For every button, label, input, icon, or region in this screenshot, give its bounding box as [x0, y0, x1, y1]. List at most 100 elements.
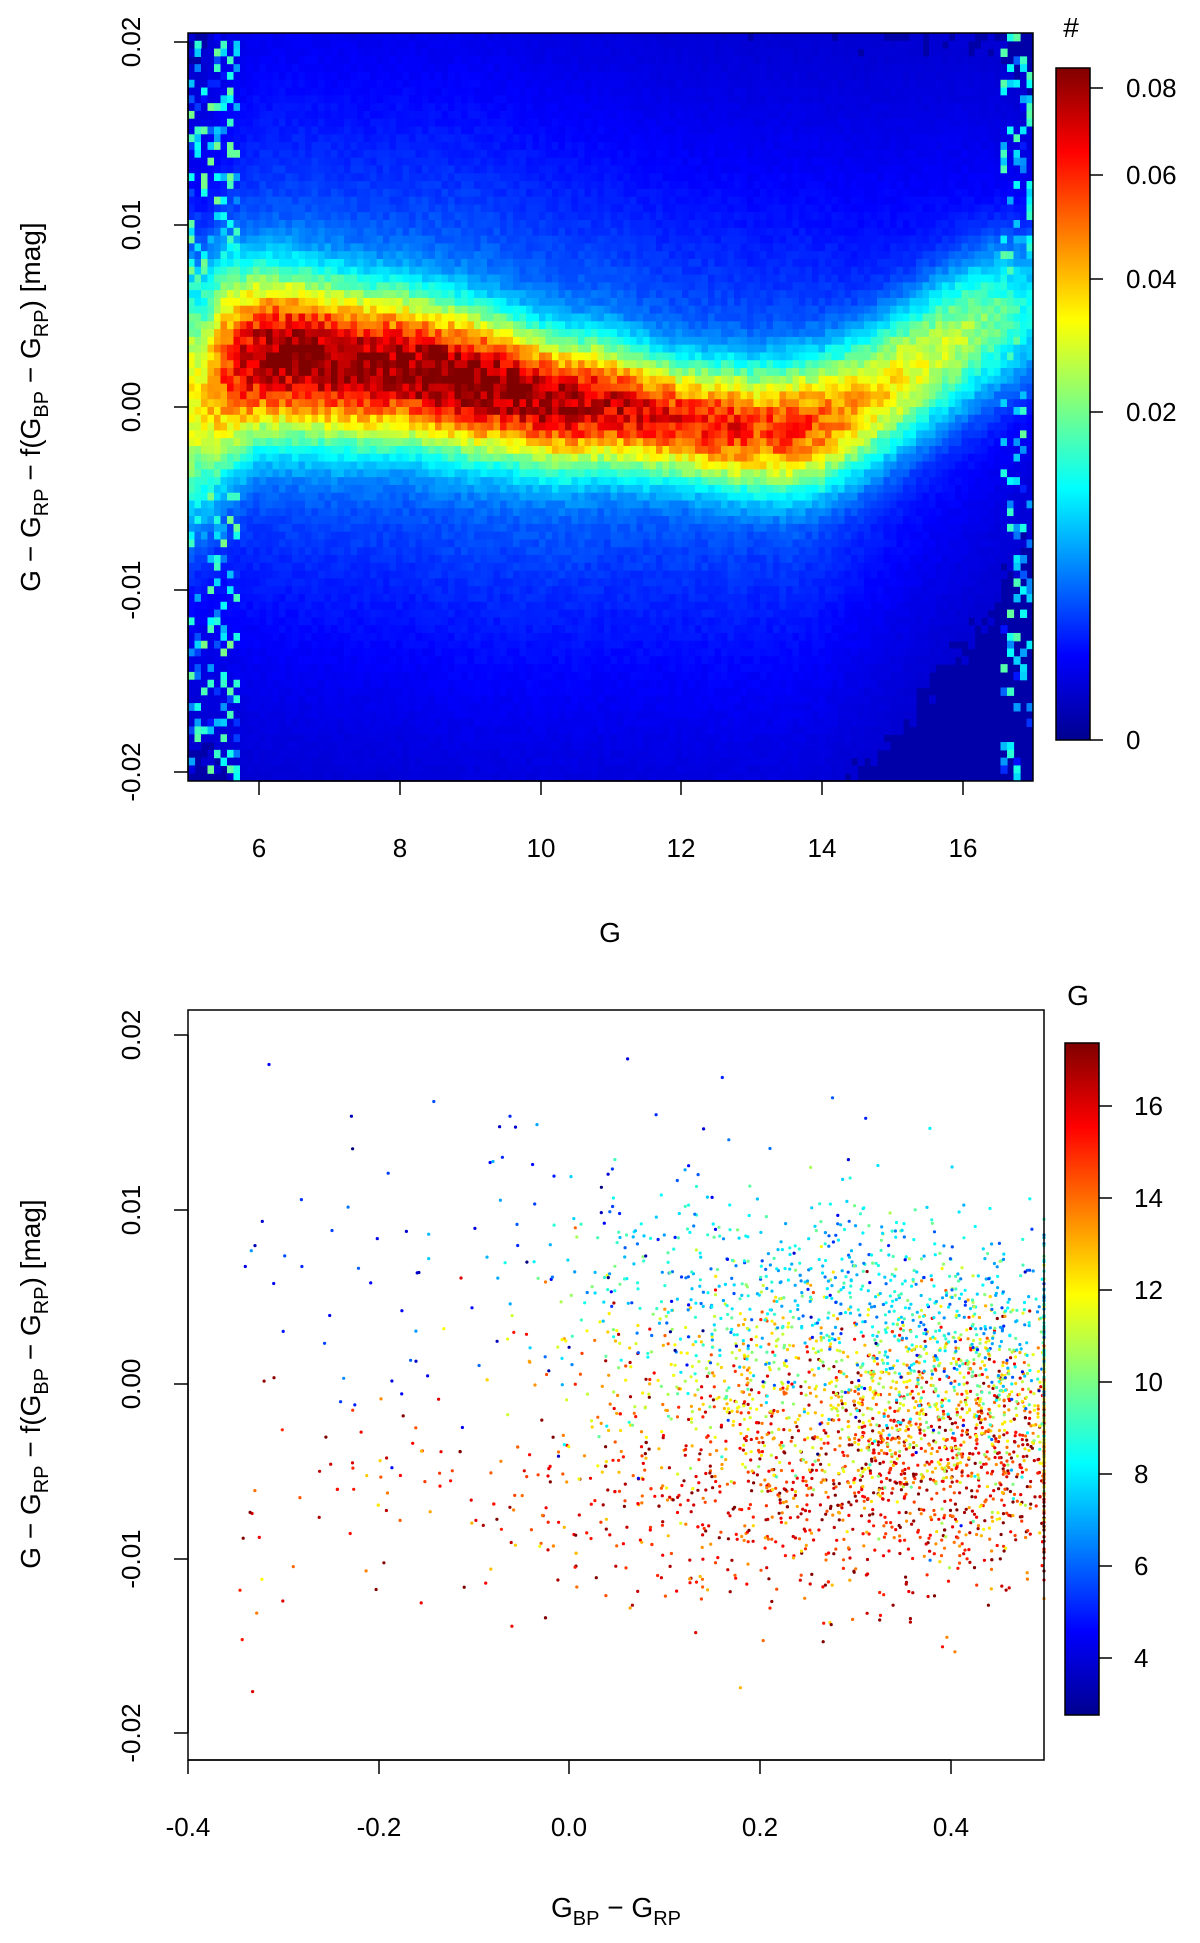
- heatmap-cell: [259, 48, 267, 57]
- heatmap-cell: [493, 79, 501, 89]
- heatmap-cell: [233, 765, 241, 774]
- heatmap-cell: [506, 679, 514, 689]
- heatmap-cell: [233, 87, 241, 96]
- heatmap-cell: [272, 40, 280, 50]
- heatmap-cell: [318, 734, 326, 743]
- heatmap-cell: [227, 695, 235, 704]
- heatmap-cell: [318, 181, 326, 190]
- heatmap-cell: [311, 625, 319, 634]
- heatmap-cell: [435, 227, 443, 237]
- heatmap-cell: [305, 594, 313, 603]
- heatmap-cell: [493, 344, 501, 354]
- heatmap-cell: [220, 726, 228, 735]
- heatmap-cell: [285, 617, 293, 626]
- heatmap-cell: [246, 656, 254, 665]
- heatmap-cell: [350, 523, 358, 533]
- heatmap-cell: [318, 87, 326, 96]
- heatmap-cell: [409, 329, 417, 338]
- heatmap-cell: [240, 609, 248, 618]
- heatmap-cell: [500, 282, 508, 291]
- heatmap-cell: [350, 126, 358, 135]
- heatmap-cell: [409, 594, 417, 603]
- heatmap-cell: [363, 562, 371, 572]
- heatmap-cell: [194, 547, 202, 556]
- heatmap-cell: [253, 95, 261, 104]
- heatmap-cell: [448, 726, 456, 735]
- heatmap-cell: [214, 742, 222, 751]
- heatmap-cell: [409, 71, 417, 81]
- heatmap-cell: [370, 220, 378, 229]
- heatmap-cell: [220, 103, 228, 112]
- heatmap-cell: [441, 703, 449, 712]
- heatmap-cell: [207, 648, 215, 657]
- heatmap-cell: [435, 492, 443, 502]
- heatmap-cell: [415, 445, 423, 455]
- heatmap-cell: [389, 664, 397, 673]
- heatmap-cell: [188, 438, 196, 447]
- heatmap-cell: [487, 578, 495, 587]
- heatmap-cell: [480, 110, 488, 120]
- heatmap-cell: [376, 531, 384, 541]
- heatmap-cell: [519, 726, 527, 735]
- heatmap-cell: [441, 547, 449, 556]
- heatmap-cell: [500, 500, 508, 509]
- heatmap-cell: [207, 181, 215, 190]
- heatmap-cell: [467, 336, 475, 346]
- heatmap-cell: [493, 407, 501, 416]
- heatmap-cell: [246, 508, 254, 517]
- heatmap-cell: [480, 79, 488, 89]
- heatmap-cell: [402, 679, 410, 689]
- heatmap-cell: [422, 282, 430, 291]
- heatmap-cell: [194, 500, 202, 509]
- heatmap-cell: [513, 352, 521, 361]
- heatmap-cell: [311, 547, 319, 556]
- heatmap-cell: [253, 695, 261, 704]
- heatmap-cell: [506, 531, 514, 541]
- heatmap-cell: [428, 648, 436, 657]
- heatmap-cell: [493, 48, 501, 57]
- heatmap-cell: [487, 757, 495, 767]
- heatmap-cell: [285, 64, 293, 73]
- heatmap-cell: [318, 33, 326, 42]
- heatmap-cell: [344, 555, 352, 564]
- heatmap-cell: [214, 414, 222, 424]
- heatmap-cell: [428, 640, 436, 650]
- heatmap-cell: [513, 40, 521, 50]
- heatmap-cell: [467, 64, 475, 73]
- heatmap-cell: [227, 48, 235, 57]
- heatmap-cell: [240, 243, 248, 252]
- heatmap-cell: [227, 749, 235, 759]
- heatmap-cell: [409, 95, 417, 104]
- heatmap-cell: [214, 594, 222, 603]
- heatmap-cell: [298, 430, 306, 439]
- heatmap-cell: [331, 742, 339, 751]
- heatmap-cell: [344, 765, 352, 774]
- heatmap-cell: [402, 157, 410, 167]
- heatmap-cell: [454, 523, 462, 533]
- heatmap-cell: [201, 555, 209, 564]
- heatmap-cell: [324, 664, 332, 673]
- heatmap-cell: [428, 562, 436, 572]
- heatmap-cell: [506, 227, 514, 237]
- heatmap-cell: [318, 461, 326, 470]
- heatmap-cell: [240, 749, 248, 759]
- heatmap-cell: [467, 757, 475, 767]
- heatmap-cell: [487, 749, 495, 759]
- heatmap-cell: [396, 329, 404, 338]
- heatmap-cell: [409, 196, 417, 206]
- heatmap-cell: [194, 632, 202, 642]
- heatmap-cell: [220, 126, 228, 135]
- heatmap-cell: [396, 142, 404, 151]
- heatmap-cell: [461, 477, 469, 486]
- heatmap-cell: [402, 718, 410, 728]
- heatmap-cell: [292, 718, 300, 728]
- heatmap-cell: [331, 477, 339, 486]
- heatmap-cell: [285, 157, 293, 167]
- heatmap-cell: [220, 290, 228, 299]
- heatmap-cell: [370, 484, 378, 494]
- heatmap-cell: [448, 718, 456, 728]
- heatmap-cell: [233, 609, 241, 618]
- heatmap-cell: [519, 765, 527, 774]
- heatmap-cell: [350, 134, 358, 143]
- heatmap-cell: [500, 173, 508, 182]
